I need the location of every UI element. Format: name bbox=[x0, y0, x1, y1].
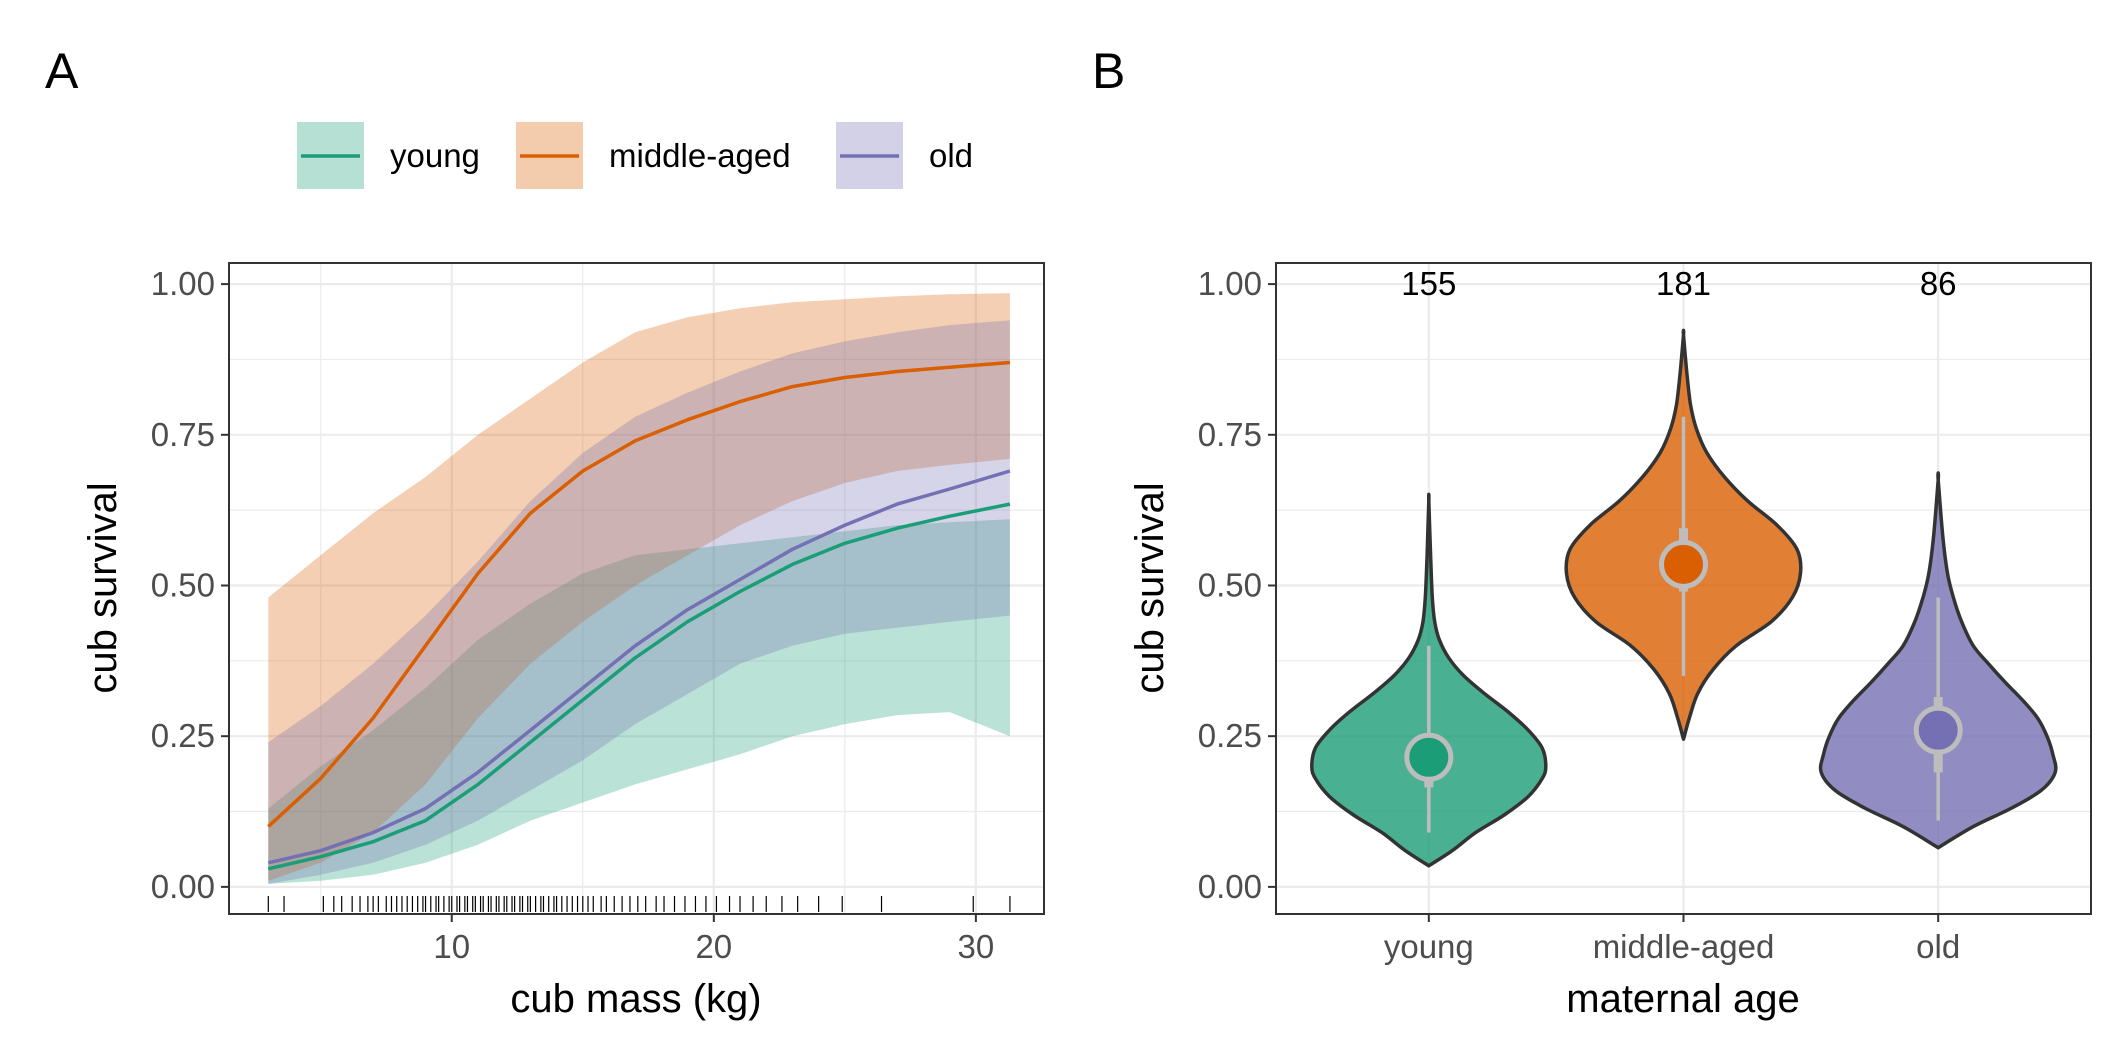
ribbon-middle-aged bbox=[268, 293, 1010, 881]
legend-label-middle-aged: middle-aged bbox=[609, 137, 791, 174]
x-tick-label-old: old bbox=[1916, 928, 1960, 965]
median-point-middle-aged bbox=[1659, 539, 1708, 589]
median-point-old bbox=[1913, 705, 1963, 755]
legend: young middle-aged old bbox=[297, 122, 973, 189]
panel-label-a: A bbox=[45, 43, 79, 99]
legend-label-young: young bbox=[390, 137, 480, 174]
y-tick-label: 0.75 bbox=[151, 416, 215, 453]
count-label-young: 155 bbox=[1401, 265, 1456, 302]
panel-a-x-axis: 10 20 30 bbox=[433, 914, 994, 965]
y-tick-label: 0.00 bbox=[151, 868, 215, 905]
legend-label-old: old bbox=[929, 137, 973, 174]
count-label-middle-aged: 181 bbox=[1656, 265, 1711, 302]
panel-a-y-axis-title: cub survival bbox=[81, 482, 125, 693]
line-old bbox=[267, 469, 1011, 865]
panel-label-b: B bbox=[1092, 43, 1125, 99]
panel-b-x-axis: young middle-aged old bbox=[1384, 914, 1960, 965]
panel-b: 155 181 86 0.00 0.25 0.50 0.75 1.00 young middl… bbox=[1128, 262, 2092, 1021]
panel-a: 0.00 0.25 0.50 0.75 1.00 10 20 30 cub mass (kg… bbox=[81, 262, 1045, 1021]
panel-a-grid bbox=[229, 263, 1044, 914]
median-point-young bbox=[1404, 732, 1454, 782]
y-tick-label: 1.00 bbox=[151, 265, 215, 302]
x-tick-label-young: young bbox=[1384, 928, 1474, 965]
panel-b-counts: 155 181 86 bbox=[1401, 265, 1956, 302]
panel-a-border bbox=[228, 262, 1045, 915]
panel-a-ribbons bbox=[268, 293, 1010, 884]
y-tick-label: 0.50 bbox=[1198, 566, 1262, 603]
y-tick-label: 0.00 bbox=[1198, 868, 1262, 905]
x-tick-label: 30 bbox=[958, 928, 995, 965]
y-tick-label: 0.25 bbox=[1198, 717, 1262, 754]
legend-item-young: young bbox=[297, 122, 480, 189]
y-tick-label: 1.00 bbox=[1198, 265, 1262, 302]
panel-b-violins bbox=[1310, 328, 2058, 868]
panel-b-y-axis-title: cub survival bbox=[1128, 482, 1172, 693]
y-tick-label: 0.25 bbox=[151, 717, 215, 754]
line-middle-aged bbox=[267, 360, 1011, 828]
x-tick-label: 10 bbox=[433, 928, 470, 965]
line-young bbox=[267, 502, 1011, 871]
ribbon-young bbox=[268, 519, 1010, 884]
panel-a-y-axis: 0.00 0.25 0.50 0.75 1.00 bbox=[151, 265, 229, 905]
legend-item-middle-aged: middle-aged bbox=[516, 122, 791, 189]
ribbon-old bbox=[268, 320, 1010, 884]
x-tick-label: 20 bbox=[695, 928, 732, 965]
panel-b-x-axis-title: maternal age bbox=[1566, 977, 1799, 1021]
legend-item-old: old bbox=[836, 122, 973, 189]
panel-a-rug bbox=[267, 896, 1011, 912]
x-tick-label-middle-aged: middle-aged bbox=[1593, 928, 1775, 965]
panel-a-lines bbox=[267, 360, 1011, 871]
panel-b-y-axis: 0.00 0.25 0.50 0.75 1.00 bbox=[1198, 265, 1276, 905]
panel-a-x-axis-title: cub mass (kg) bbox=[510, 977, 761, 1021]
y-tick-label: 0.50 bbox=[151, 566, 215, 603]
y-tick-label: 0.75 bbox=[1198, 416, 1262, 453]
count-label-old: 86 bbox=[1920, 265, 1957, 302]
